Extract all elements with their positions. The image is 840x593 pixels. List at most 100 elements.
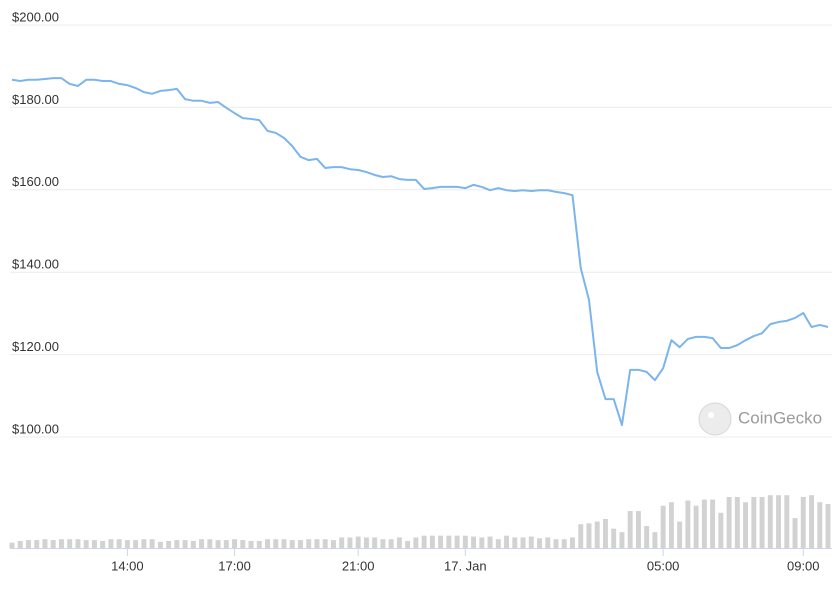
watermark-logo xyxy=(698,402,732,436)
volume-bar xyxy=(273,539,279,548)
volume-bar xyxy=(26,540,31,548)
volume-bar xyxy=(726,496,732,548)
volume-bar xyxy=(240,540,246,548)
volume-bar xyxy=(817,502,823,548)
volume-bar xyxy=(182,540,188,548)
volume-bar xyxy=(520,537,526,548)
volume-bar xyxy=(355,536,361,548)
volume-bar xyxy=(685,500,691,548)
volume-bar xyxy=(800,496,806,548)
volume-bar xyxy=(248,540,254,548)
volume-bar xyxy=(660,505,666,548)
volume-bar xyxy=(372,537,378,548)
volume-bar xyxy=(743,502,749,548)
volume-bar xyxy=(677,521,683,548)
volume-bar xyxy=(58,539,64,548)
volume-bar xyxy=(9,542,15,548)
volume-bar xyxy=(495,539,501,548)
volume-bar xyxy=(67,539,73,548)
volume-bar xyxy=(298,540,303,548)
y-tick-label: $180.00 xyxy=(12,92,59,107)
volume-bar xyxy=(265,539,270,548)
y-tick-label: $140.00 xyxy=(12,257,59,272)
volume-bar xyxy=(396,537,402,548)
volume-bar xyxy=(635,511,641,548)
volume-bar xyxy=(421,535,427,548)
volume-bar xyxy=(512,537,518,548)
volume-bar xyxy=(133,540,139,548)
x-tick-label: 21:00 xyxy=(342,558,375,573)
volume-bar xyxy=(825,504,831,548)
volume-bar xyxy=(627,511,633,548)
volume-bar xyxy=(570,537,575,548)
price-line xyxy=(11,77,829,427)
volume-bar xyxy=(776,495,782,548)
volume-bar xyxy=(446,535,452,548)
volume-bar xyxy=(380,539,386,548)
volume-bar xyxy=(504,535,510,548)
volume-bar xyxy=(322,539,328,548)
x-tick-label: 14:00 xyxy=(111,558,144,573)
volume-bar xyxy=(619,532,625,548)
volume-bar xyxy=(207,539,213,548)
volume-bar xyxy=(479,537,485,548)
volume-bar xyxy=(413,537,419,548)
volume-bar xyxy=(594,521,600,548)
volume-bar xyxy=(718,512,724,548)
volume-bar xyxy=(405,540,411,548)
volume-bar xyxy=(528,536,534,548)
volume-bar xyxy=(578,524,584,548)
volume-bar xyxy=(190,540,196,548)
watermark-text: CoinGecko xyxy=(738,408,822,427)
volume-bar xyxy=(602,518,608,548)
x-tick-label: 17. Jan xyxy=(444,558,487,573)
volume-bar xyxy=(701,499,707,548)
volume-bar xyxy=(34,540,40,548)
volume-bar xyxy=(50,540,56,548)
volume-bar xyxy=(471,536,477,548)
volume-bar xyxy=(306,539,312,548)
volume-bar xyxy=(232,539,238,548)
y-tick-label: $100.00 xyxy=(12,421,59,436)
volume-bar xyxy=(289,540,295,548)
volume-bar xyxy=(487,536,493,548)
y-tick-label: $120.00 xyxy=(12,339,59,354)
volume-bar xyxy=(644,526,650,548)
volume-bar xyxy=(75,539,81,548)
volume-bar xyxy=(174,540,180,548)
volume-bar xyxy=(141,539,147,548)
volume-bar xyxy=(256,540,262,548)
volume-bar xyxy=(462,535,468,548)
volume-bar xyxy=(215,540,221,548)
volume-bar xyxy=(767,495,773,548)
volume-bar xyxy=(330,540,336,548)
volume-bar xyxy=(116,539,122,548)
y-tick-label: $160.00 xyxy=(12,174,59,189)
volume-bar xyxy=(223,540,229,548)
volume-bar xyxy=(734,496,740,548)
volume-bar xyxy=(710,499,716,548)
volume-bar xyxy=(693,505,699,548)
volume-bar xyxy=(347,537,353,548)
volume-bar xyxy=(759,496,765,548)
volume-bar xyxy=(784,495,790,548)
volume-bar xyxy=(281,539,287,548)
x-tick-label: 05:00 xyxy=(647,558,680,573)
volume-bar xyxy=(157,541,163,548)
watermark-logo-eye xyxy=(708,412,714,418)
volume-bar xyxy=(611,528,617,548)
volume-bar xyxy=(149,539,155,548)
volume-bar xyxy=(17,540,23,548)
volume-bar xyxy=(199,539,205,548)
volume-bar xyxy=(454,535,460,548)
volume-bar xyxy=(537,538,542,548)
volume-bar xyxy=(545,537,551,548)
volume-bar xyxy=(124,540,130,548)
x-tick-label: 17:00 xyxy=(218,558,251,573)
volume-bar xyxy=(792,518,798,548)
volume-bar xyxy=(100,540,106,548)
volume-bar xyxy=(108,539,114,548)
volume-bar xyxy=(363,537,369,548)
volume-bar xyxy=(809,495,814,548)
